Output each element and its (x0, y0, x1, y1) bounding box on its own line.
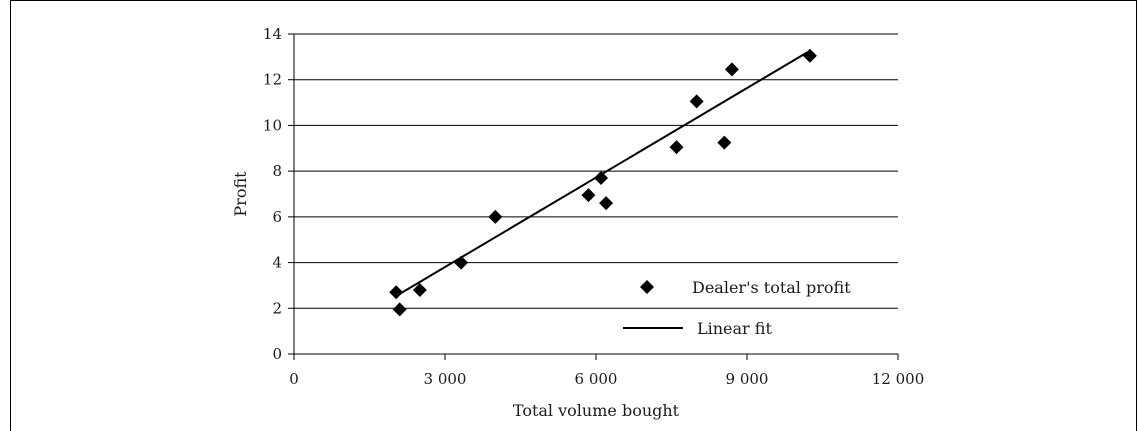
data-point-6 (581, 188, 596, 203)
x-tick-label-12000: 12 000 (872, 370, 925, 388)
x-axis-label: Total volume bought (513, 401, 680, 420)
y-tick-label-0: 0 (272, 345, 282, 363)
data-point-3 (412, 283, 427, 297)
chart-frame (10, 0, 1137, 431)
y-tick-label-8: 8 (272, 162, 282, 180)
data-points (389, 48, 817, 317)
x-tick-label-0: 0 (289, 370, 299, 388)
legend: Dealer's total profit Linear fit (623, 278, 851, 338)
y-tick-label-6: 6 (272, 208, 282, 226)
x-tick-label-6000: 6 000 (575, 370, 618, 388)
data-point-10 (689, 94, 704, 109)
y-tick-label-4: 4 (272, 254, 282, 272)
legend-marker-dealers-total-profit (640, 280, 654, 294)
x-tick-label-3000: 3 000 (424, 370, 467, 388)
data-point-2 (392, 302, 407, 317)
data-point-12 (724, 62, 739, 77)
x-tick-label-9000: 9 000 (726, 370, 769, 388)
y-tick-labels: 0 2 4 6 8 10 12 14 (263, 25, 282, 363)
data-point-11 (717, 135, 732, 150)
data-point-7 (594, 171, 609, 185)
data-point-13 (802, 48, 817, 63)
data-point-5 (488, 209, 503, 224)
data-point-8 (599, 196, 614, 211)
x-tick-labels: 0 3 000 6 000 9 000 12 000 (289, 370, 924, 388)
gridlines (294, 33, 898, 309)
y-axis-label: Profit (231, 171, 250, 217)
data-point-1 (389, 285, 404, 300)
data-point-4 (454, 255, 469, 270)
data-point-9 (669, 140, 684, 155)
y-tick-label-14: 14 (263, 25, 282, 43)
legend-label-dealers-total-profit: Dealer's total profit (692, 278, 851, 297)
y-tick-label-12: 12 (263, 71, 282, 89)
y-tick-label-2: 2 (272, 299, 282, 317)
axes (288, 33, 899, 360)
legend-label-linear-fit: Linear fit (697, 319, 772, 338)
y-tick-label-10: 10 (263, 116, 282, 134)
